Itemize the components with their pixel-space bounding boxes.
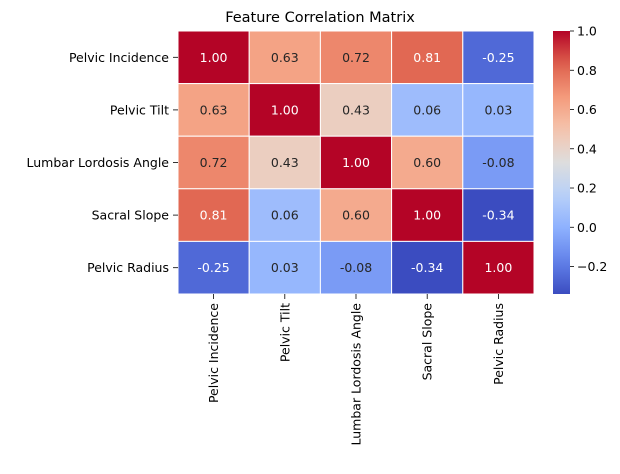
- heatmap-cell: [248, 240, 321, 295]
- cell-value-label: 0.72: [200, 155, 228, 170]
- row-tick-label: Pelvic Incidence: [69, 50, 169, 65]
- cell-value-label: 0.72: [342, 50, 370, 65]
- heatmap-cell: [391, 188, 464, 242]
- row-tick-label: Pelvic Tilt: [110, 102, 169, 117]
- cell-value-label: 0.81: [200, 208, 228, 223]
- column-tick-label: Pelvic Radius: [491, 303, 506, 385]
- cell-value-label: 1.00: [342, 155, 370, 170]
- cell-value-label: 1.00: [200, 50, 228, 65]
- cell-value-label: -0.08: [340, 260, 372, 275]
- cell-value-label: 0.06: [271, 208, 299, 223]
- cell-value-label: 0.43: [342, 102, 370, 117]
- heatmap-cell: [248, 135, 321, 190]
- heatmap-cell: [319, 188, 393, 242]
- row-tick-label: Lumbar Lordosis Angle: [27, 155, 170, 170]
- heatmap-cells: 1.00 0.63 0.72 0.81 -0.25 0.63 1.00 0.43 0.06 0.0…: [177, 30, 535, 295]
- cell-value-label: 0.60: [413, 155, 441, 170]
- chart-title: Feature Correlation Matrix: [225, 10, 415, 26]
- heatmap-cell: [319, 30, 393, 85]
- colorbar: 1.0 0.8 0.6 0.4 0.2 0.0 −0.2: [553, 24, 607, 294]
- cell-value-label: 0.03: [484, 102, 512, 117]
- column-tick-label: Lumbar Lordosis Angle: [349, 303, 364, 446]
- cell-value-label: -0.25: [197, 260, 229, 275]
- colorbar-tick-label: −0.2: [577, 259, 607, 274]
- heatmap-cell: [177, 30, 250, 85]
- colorbar-tick-label: 0.8: [577, 63, 597, 78]
- colorbar-tick-label: 0.6: [577, 102, 597, 117]
- column-labels: Pelvic Incidence Pelvic Tilt Lumbar Lordos…: [206, 294, 506, 446]
- cell-value-label: 0.60: [342, 208, 370, 223]
- column-tick-label: Sacral Slope: [420, 303, 435, 381]
- heatmap-cell: [319, 83, 393, 137]
- cell-value-label: -0.34: [482, 208, 514, 223]
- cell-value-label: 1.00: [413, 208, 441, 223]
- heatmap-cell: [248, 30, 321, 85]
- column-tick-label: Pelvic Tilt: [277, 303, 292, 362]
- cell-value-label: -0.34: [411, 260, 443, 275]
- colorbar-tick-label: 1.0: [577, 24, 597, 39]
- heatmap-cell: [462, 240, 535, 295]
- row-tick-label: Sacral Slope: [92, 208, 170, 223]
- cell-value-label: 0.06: [413, 102, 441, 117]
- cell-value-label: 0.43: [271, 155, 299, 170]
- heatmap-cell: [391, 135, 464, 190]
- colorbar-tick-label: 0.2: [577, 181, 597, 196]
- heatmap-cell: [177, 240, 250, 295]
- cell-value-label: -0.25: [482, 50, 514, 65]
- colorbar-tick-label: 0.0: [577, 220, 597, 235]
- row-tick-label: Pelvic Radius: [87, 260, 169, 275]
- cell-value-label: 1.00: [271, 102, 299, 117]
- heatmap-cell: [248, 188, 321, 242]
- heatmap-cell: [462, 188, 535, 242]
- column-tick-label: Pelvic Incidence: [206, 303, 221, 403]
- cell-value-label: 1.00: [484, 260, 512, 275]
- cell-value-label: -0.08: [482, 155, 514, 170]
- cell-value-label: 0.03: [271, 260, 299, 275]
- cell-value-label: 0.63: [200, 102, 228, 117]
- cell-value-label: 0.81: [413, 50, 441, 65]
- colorbar-gradient: [553, 31, 570, 294]
- colorbar-tick-label: 0.4: [577, 141, 597, 156]
- heatmap-cell: [319, 240, 393, 295]
- heatmap-cell: [462, 83, 535, 137]
- cell-value-label: 0.63: [271, 50, 299, 65]
- row-labels: Pelvic Incidence Pelvic Tilt Lumbar Lordos…: [27, 50, 178, 275]
